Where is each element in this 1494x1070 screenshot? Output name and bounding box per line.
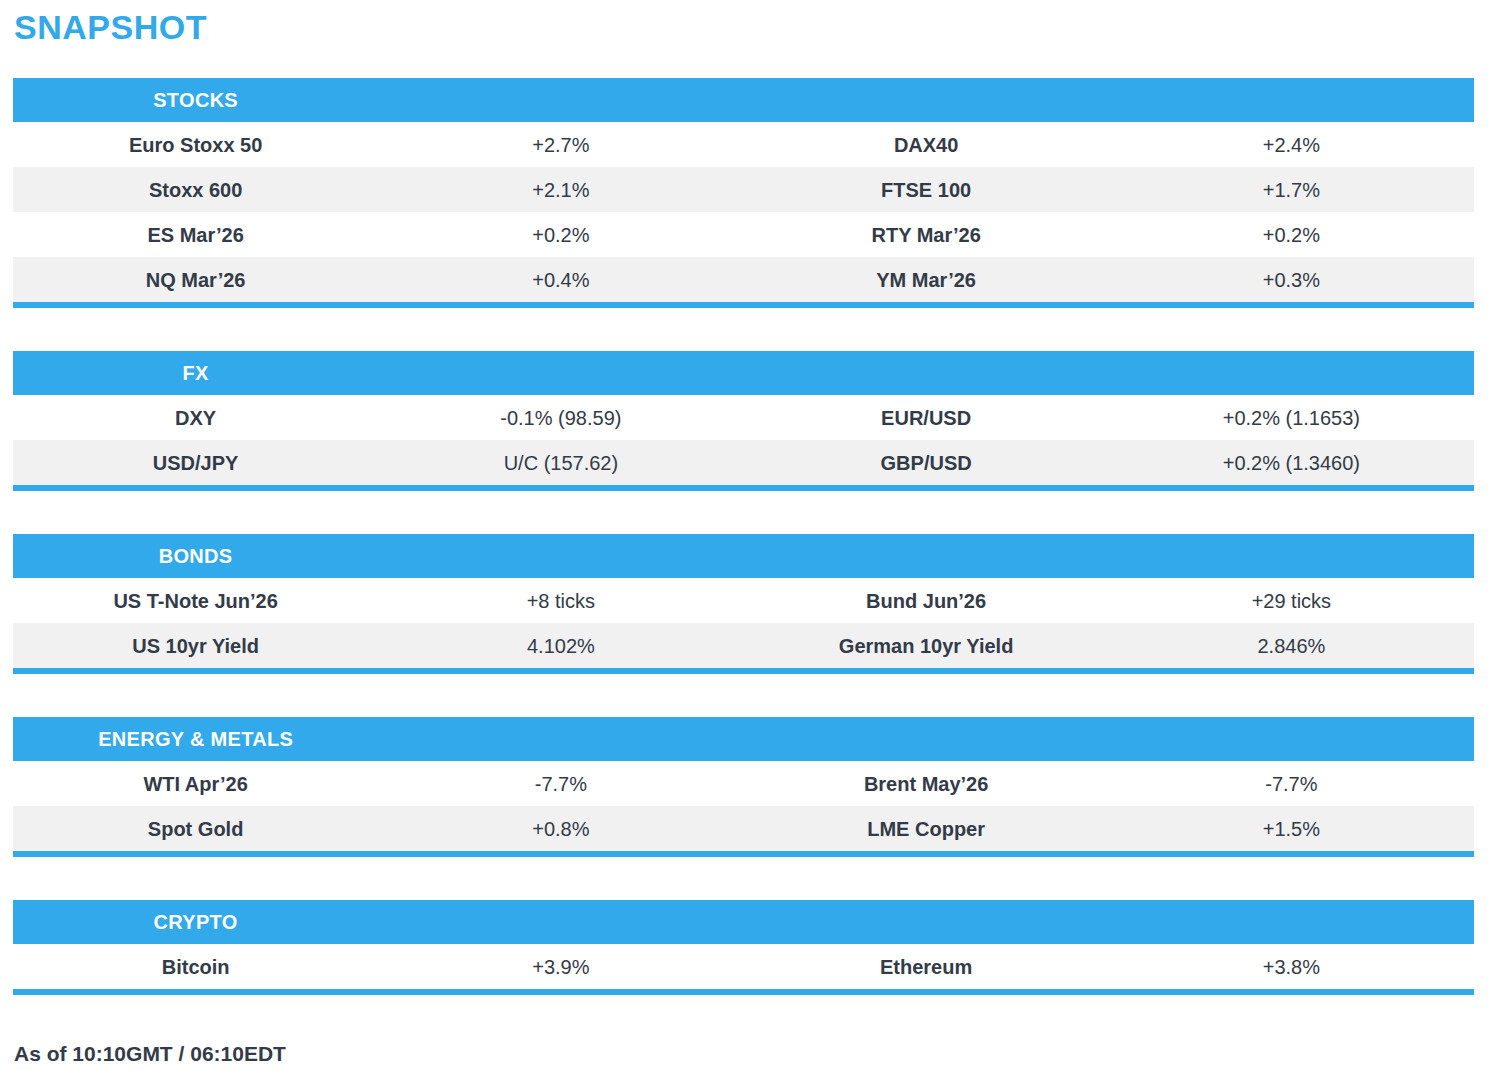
instrument-value: +0.2% (1.3460) [1109,453,1474,473]
instrument-label: DAX40 [744,135,1109,155]
instrument-value: -0.1% (98.59) [378,408,743,428]
table-row: ES Mar’26+0.2%RTY Mar’26+0.2% [13,212,1474,257]
section-header: FX [13,351,1474,395]
instrument-value: +3.9% [378,957,743,977]
table-row: DXY-0.1% (98.59)EUR/USD+0.2% (1.1653) [13,395,1474,440]
table-row: USD/JPYU/C (157.62)GBP/USD+0.2% (1.3460) [13,440,1474,485]
table-row: Stoxx 600+2.1%FTSE 100+1.7% [13,167,1474,212]
section-header: ENERGY & METALS [13,717,1474,761]
instrument-label: Brent May’26 [744,774,1109,794]
section-title: STOCKS [13,89,378,112]
instrument-value: +8 ticks [378,591,743,611]
instrument-label: YM Mar’26 [744,270,1109,290]
instrument-label: NQ Mar’26 [13,270,378,290]
instrument-label: Bund Jun’26 [744,591,1109,611]
table-row: Spot Gold+0.8%LME Copper+1.5% [13,806,1474,851]
instrument-label: US T-Note Jun’26 [13,591,378,611]
instrument-value: +2.1% [378,180,743,200]
section-energy-metals: ENERGY & METALSWTI Apr’26-7.7%Brent May’… [13,717,1474,857]
instrument-label: US 10yr Yield [13,636,378,656]
page-title: SNAPSHOT [14,6,1474,48]
instrument-label: LME Copper [744,819,1109,839]
instrument-value: +0.2% [378,225,743,245]
section-title: CRYPTO [13,911,378,934]
instrument-value: +0.2% [1109,225,1474,245]
instrument-label: Stoxx 600 [13,180,378,200]
instrument-value: +0.8% [378,819,743,839]
instrument-value: +1.7% [1109,180,1474,200]
instrument-label: USD/JPY [13,453,378,473]
instrument-label: DXY [13,408,378,428]
instrument-value: 4.102% [378,636,743,656]
instrument-label: German 10yr Yield [744,636,1109,656]
snapshot-page: SNAPSHOT STOCKSEuro Stoxx 50+2.7%DAX40+2… [0,0,1494,1066]
section-fx: FXDXY-0.1% (98.59)EUR/USD+0.2% (1.1653)U… [13,351,1474,491]
section-header: CRYPTO [13,900,1474,944]
instrument-value: +2.4% [1109,135,1474,155]
section-stocks: STOCKSEuro Stoxx 50+2.7%DAX40+2.4%Stoxx … [13,78,1474,308]
timestamp-note: As of 10:10GMT / 06:10EDT [14,1042,1474,1066]
instrument-label: Ethereum [744,957,1109,977]
instrument-label: GBP/USD [744,453,1109,473]
section-bonds: BONDS US T-Note Jun’26+8 ticksBund Jun’26… [13,534,1474,674]
instrument-label: EUR/USD [744,408,1109,428]
table-row: Euro Stoxx 50+2.7%DAX40+2.4% [13,122,1474,167]
instrument-label: Euro Stoxx 50 [13,135,378,155]
table-row: WTI Apr’26-7.7%Brent May’26-7.7% [13,761,1474,806]
section-header: BONDS [13,534,1474,578]
table-row: US 10yr Yield4.102%German 10yr Yield2.84… [13,623,1474,668]
instrument-label: WTI Apr’26 [13,774,378,794]
table-row: NQ Mar’26+0.4%YM Mar’26+0.3% [13,257,1474,302]
instrument-label: Bitcoin [13,957,378,977]
instrument-value: +0.2% (1.1653) [1109,408,1474,428]
instrument-label: RTY Mar’26 [744,225,1109,245]
instrument-value: U/C (157.62) [378,453,743,473]
instrument-value: +2.7% [378,135,743,155]
sections: STOCKSEuro Stoxx 50+2.7%DAX40+2.4%Stoxx … [13,78,1474,995]
instrument-label: Spot Gold [13,819,378,839]
instrument-value: -7.7% [378,774,743,794]
instrument-value: 2.846% [1109,636,1474,656]
instrument-value: +3.8% [1109,957,1474,977]
section-title: BONDS [13,545,378,568]
section-header: STOCKS [13,78,1474,122]
section-title: ENERGY & METALS [13,728,378,751]
instrument-value: +0.4% [378,270,743,290]
instrument-label: ES Mar’26 [13,225,378,245]
instrument-value: -7.7% [1109,774,1474,794]
instrument-value: +0.3% [1109,270,1474,290]
instrument-value: +1.5% [1109,819,1474,839]
section-title: FX [13,362,378,385]
section-crypto: CRYPTO Bitcoin+3.9%Ethereum+3.8% [13,900,1474,995]
instrument-value: +29 ticks [1109,591,1474,611]
table-row: Bitcoin+3.9%Ethereum+3.8% [13,944,1474,989]
table-row: US T-Note Jun’26+8 ticksBund Jun’26+29 t… [13,578,1474,623]
instrument-label: FTSE 100 [744,180,1109,200]
